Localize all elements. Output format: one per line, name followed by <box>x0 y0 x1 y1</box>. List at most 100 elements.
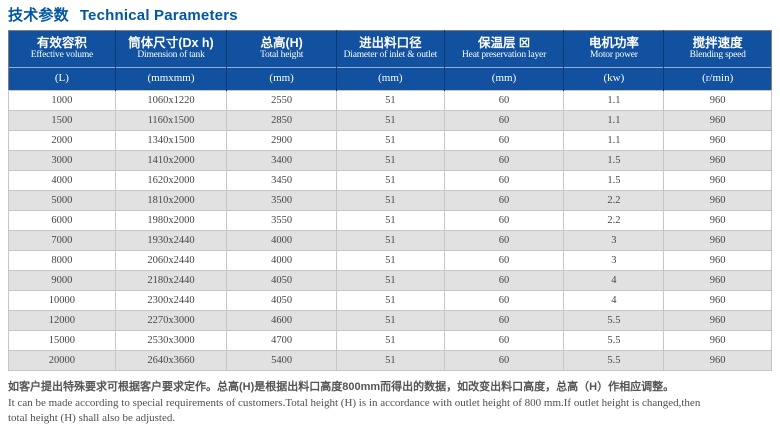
table-row: 4000 1620x2000 3450 51 60 1.5 960 <box>8 170 772 192</box>
table-cell: 1340x1500 <box>114 130 228 152</box>
table-row: 6000 1980x2000 3550 51 60 2.2 960 <box>8 210 772 232</box>
column-header-zh: 保温层 ☒ <box>477 36 531 50</box>
header-separator-line <box>9 67 115 69</box>
page-title-en: Technical Parameters <box>79 7 238 24</box>
table-cell: 51 <box>336 170 445 192</box>
table-cell: 4 <box>563 270 665 292</box>
table-cell: 51 <box>336 250 445 272</box>
page-title-zh: 技术参数 <box>8 7 69 24</box>
table-cell: 960 <box>663 230 772 252</box>
table-cell: 2550 <box>226 90 338 112</box>
table-cell: 2850 <box>226 110 338 132</box>
table-cell: 9000 <box>8 270 116 292</box>
page-title: 技术参数 Technical Parameters <box>0 0 780 28</box>
column-header-3: 进出料口径 Diameter of inlet & outlet (mm) <box>336 30 445 91</box>
table-cell: 1.1 <box>563 110 665 132</box>
footnote-en-line2: total height (H) shall also be adjusted. <box>8 411 176 424</box>
table-cell: 960 <box>663 90 772 112</box>
table-cell: 51 <box>336 230 445 252</box>
table-cell: 2180x2440 <box>114 270 228 292</box>
table-row: 1000 1060x1220 2550 51 60 1.1 960 <box>8 90 772 112</box>
column-header-en: Motor power <box>590 50 638 61</box>
column-header-zh: 电机功率 <box>588 36 639 50</box>
table-cell: 4000 <box>8 170 116 192</box>
table-cell: 1.5 <box>563 170 665 192</box>
table-cell: 960 <box>663 250 772 272</box>
column-header-unit: (mm) <box>269 72 294 85</box>
table-row: 12000 2270x3000 4600 51 60 5.5 960 <box>8 310 772 332</box>
column-header-1: 筒体尺寸(Dx h) Dimension of tank (mmxmm) <box>115 30 228 91</box>
table-cell: 2.2 <box>563 210 665 232</box>
table-cell: 960 <box>663 350 772 372</box>
table-cell: 1980x2000 <box>114 210 228 232</box>
table-cell: 2060x2440 <box>114 250 228 272</box>
table-cell: 5400 <box>226 350 338 372</box>
table-cell: 1000 <box>8 90 116 112</box>
table-cell: 60 <box>443 350 565 372</box>
table-cell: 60 <box>443 210 565 232</box>
table-cell: 60 <box>443 270 565 292</box>
table-cell: 2640x3660 <box>114 350 228 372</box>
table-cell: 1.1 <box>563 90 665 112</box>
footnote-en-line1: It can be made according to special requ… <box>8 397 701 410</box>
table-cell: 960 <box>663 110 772 132</box>
table-cell: 60 <box>443 90 565 112</box>
column-header-unit: (r/min) <box>702 72 734 85</box>
table-cell: 3550 <box>226 210 338 232</box>
table-cell: 51 <box>336 130 445 152</box>
header-separator-line <box>664 67 771 69</box>
table-cell: 51 <box>336 270 445 292</box>
table-cell: 20000 <box>8 350 116 372</box>
column-header-5: 电机功率 Motor power (kw) <box>563 30 665 91</box>
parameters-table: 有效容积 Effective volume (L) 筒体尺寸(Dx h) Dimensi… <box>8 30 772 372</box>
table-cell: 60 <box>443 250 565 272</box>
table-cell: 51 <box>336 150 445 172</box>
table-cell: 960 <box>663 290 772 312</box>
table-row: 20000 2640x3660 5400 51 60 5.5 960 <box>8 350 772 372</box>
column-header-en: Heat preservation layer <box>462 50 547 61</box>
table-cell: 1810x2000 <box>114 190 228 212</box>
table-cell: 5.5 <box>563 350 665 372</box>
column-header-zh: 有效容积 <box>36 36 87 50</box>
table-cell: 60 <box>443 150 565 172</box>
table-row: 5000 1810x2000 3500 51 60 2.2 960 <box>8 190 772 212</box>
table-cell: 1060x1220 <box>114 90 228 112</box>
table-cell: 51 <box>336 210 445 232</box>
table-cell: 960 <box>663 270 772 292</box>
header-separator-line <box>444 67 564 69</box>
column-header-4: 保温层 ☒ Heat preservation layer (mm) <box>444 30 565 91</box>
column-header-en: Diameter of inlet & outlet <box>343 50 438 61</box>
table-cell: 51 <box>336 110 445 132</box>
table-row: 15000 2530x3000 4700 51 60 5.5 960 <box>8 330 772 352</box>
column-header-unit: (kw) <box>603 72 625 85</box>
table-cell: 960 <box>663 150 772 172</box>
table-cell: 4050 <box>226 290 338 312</box>
table-cell: 960 <box>663 130 772 152</box>
table-body: 1000 1060x1220 2550 51 60 1.1 960 1500 1160x1500… <box>8 90 772 372</box>
column-header-zh: 总高(H) <box>260 36 303 50</box>
header-separator-line <box>564 67 664 69</box>
table-cell: 4050 <box>226 270 338 292</box>
footnotes: 如客户提出特殊要求可根据客户要求定作。总高(H)是根据出料口高度800mm而得出… <box>8 378 772 425</box>
table-cell: 60 <box>443 290 565 312</box>
table-cell: 3 <box>563 230 665 252</box>
table-cell: 5000 <box>8 190 116 212</box>
column-header-unit: (mm) <box>491 72 517 85</box>
table-cell: 1500 <box>8 110 116 132</box>
column-header-zh: 进出料口径 <box>359 36 422 50</box>
table-cell: 10000 <box>8 290 116 312</box>
table-row: 1500 1160x1500 2850 51 60 1.1 960 <box>8 110 772 132</box>
table-cell: 960 <box>663 330 772 352</box>
table-cell: 960 <box>663 190 772 212</box>
table-cell: 960 <box>663 310 772 332</box>
table-cell: 51 <box>336 350 445 372</box>
table-cell: 60 <box>443 310 565 332</box>
column-header-unit: (L) <box>54 72 69 85</box>
table-cell: 60 <box>443 130 565 152</box>
table-cell: 12000 <box>8 310 116 332</box>
table-cell: 60 <box>443 230 565 252</box>
table-cell: 4700 <box>226 330 338 352</box>
column-header-6: 搅拌速度 Blending speed (r/min) <box>663 30 772 91</box>
table-cell: 6000 <box>8 210 116 232</box>
